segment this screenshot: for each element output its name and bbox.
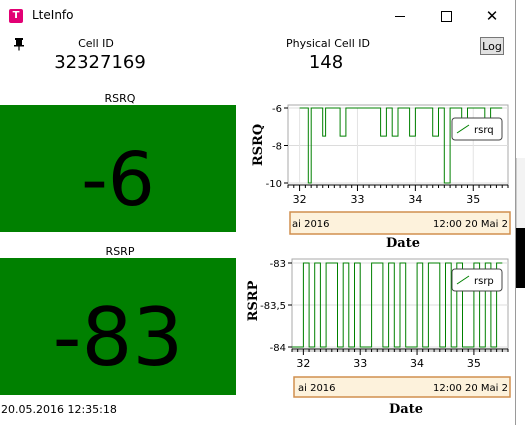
rsrq-range-left: ai 2016 bbox=[292, 219, 330, 230]
rsrq-range-right: 12:00 20 Mai 2 bbox=[433, 219, 508, 230]
status-timestamp: 20.05.2016 12:35:18 bbox=[1, 403, 117, 416]
minimize-icon bbox=[395, 15, 405, 17]
close-icon: ✕ bbox=[485, 6, 499, 25]
rsrq-range-bar[interactable] bbox=[289, 211, 511, 235]
rsrp-label: RSRP bbox=[105, 245, 135, 258]
rsrq-label: RSRQ bbox=[104, 92, 136, 105]
background-window-dark bbox=[516, 228, 525, 288]
minimize-button[interactable] bbox=[377, 0, 423, 32]
rsrq-ytick-label: -6 bbox=[272, 104, 282, 115]
cell-id-label: Cell ID bbox=[78, 37, 114, 50]
rsrp-ytick-label: -84 bbox=[270, 343, 286, 354]
rsrp-xtick-label: 34 bbox=[410, 357, 424, 370]
rsrq-chart-ylabel: RSRQ bbox=[251, 124, 266, 166]
rsrp-xtick-label: 35 bbox=[467, 357, 481, 370]
rsrq-xtick-label: 34 bbox=[408, 193, 422, 206]
rsrp-chart-xlabel: Date bbox=[389, 402, 423, 417]
rsrq-ytick-label: -10 bbox=[266, 179, 282, 190]
rsrp-series-line bbox=[292, 262, 503, 348]
rsrp-range-bar[interactable] bbox=[293, 376, 511, 398]
rsrp-range-right: 12:00 20 Mai 2 bbox=[433, 383, 508, 394]
maximize-button[interactable] bbox=[423, 0, 469, 32]
cell-id-value: 32327169 bbox=[54, 52, 146, 73]
rsrp-ytick-label: -83 bbox=[270, 259, 286, 270]
background-window-edge bbox=[516, 158, 525, 228]
log-button[interactable]: Log bbox=[480, 37, 504, 55]
rsrp-chart-ylabel: RSRP bbox=[246, 280, 261, 321]
rsrq-legend-label: rsrq bbox=[474, 125, 494, 136]
rsrq-chart[interactable]: RSRQ -6 -8 -10 32 33 34 35 rsrq ai 2016 12:00… bbox=[238, 100, 514, 250]
rsrq-value: -6 bbox=[81, 137, 155, 223]
rsrp-chart[interactable]: RSRP -83 -83,5 -84 32 33 34 35 rsrp ai 2016 1… bbox=[238, 253, 514, 418]
maximize-icon bbox=[440, 10, 452, 22]
rsrq-legend-swatch bbox=[456, 124, 470, 134]
rsrp-value: -83 bbox=[52, 291, 184, 384]
rsrq-legend: rsrq bbox=[451, 117, 503, 141]
rsrq-chart-xlabel: Date bbox=[386, 236, 420, 250]
window-title: LteInfo bbox=[32, 8, 74, 22]
rsrq-xtick-label: 35 bbox=[466, 193, 480, 206]
rsrq-ytick-label: -8 bbox=[272, 142, 282, 153]
rsrq-xtick-label: 33 bbox=[350, 193, 364, 206]
pin-icon[interactable] bbox=[12, 37, 26, 51]
pci-label: Physical Cell ID bbox=[285, 37, 370, 50]
rsrp-xtick-label: 33 bbox=[353, 357, 367, 370]
pci-value: 148 bbox=[308, 52, 344, 73]
rsrp-gauge: -83 bbox=[0, 258, 236, 395]
rsrp-ytick-label: -83,5 bbox=[260, 301, 286, 312]
title-bar[interactable]: T LteInfo ✕ bbox=[0, 0, 515, 32]
rsrq-gauge: -6 bbox=[0, 105, 236, 232]
rsrp-xtick-label: 32 bbox=[296, 357, 310, 370]
rsrp-legend-swatch bbox=[456, 275, 470, 285]
rsrp-legend: rsrp bbox=[451, 268, 503, 292]
rsrq-xtick-label: 32 bbox=[293, 193, 307, 206]
rsrp-legend-label: rsrp bbox=[474, 276, 494, 287]
rsrp-range-left: ai 2016 bbox=[298, 383, 336, 394]
telekom-t-icon: T bbox=[9, 9, 23, 23]
close-button[interactable]: ✕ bbox=[469, 0, 515, 32]
